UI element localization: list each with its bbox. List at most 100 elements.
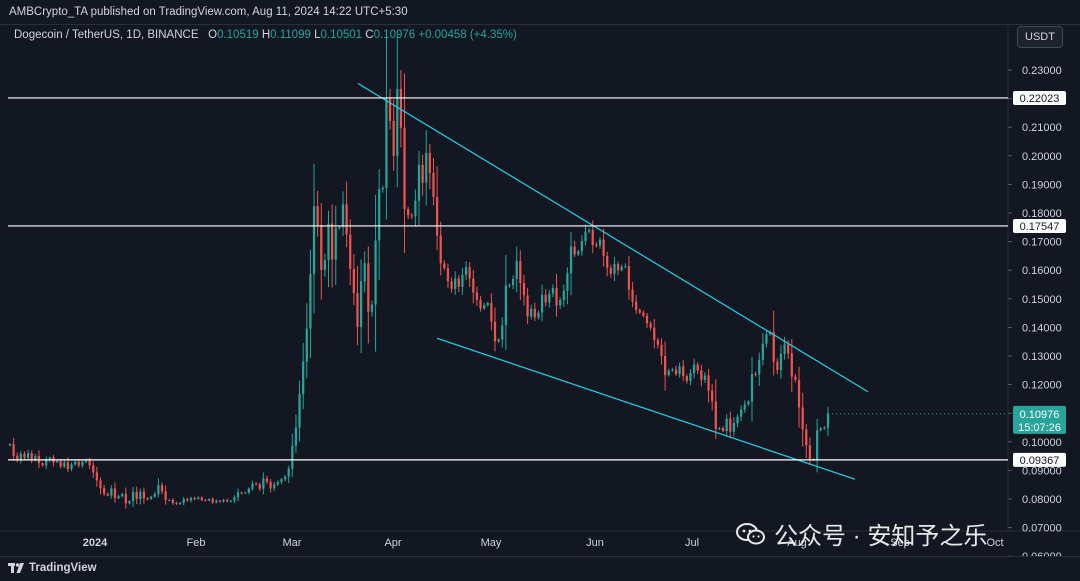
candle-body <box>45 460 48 466</box>
candle-body <box>226 499 229 502</box>
tradingview-logo[interactable]: TradingView <box>8 562 97 574</box>
candle-body <box>519 261 522 284</box>
candle-body <box>12 444 15 456</box>
candle-body <box>388 98 392 121</box>
currency-button[interactable]: USDT <box>1017 26 1063 48</box>
current-price-tag <box>1013 405 1066 434</box>
publisher-text: AMBCrypto_TA published on TradingView.co… <box>9 6 408 18</box>
candle-body <box>483 305 486 309</box>
candle-body <box>490 303 493 322</box>
candle-body <box>200 497 203 501</box>
candle-body <box>475 292 479 300</box>
candle-body <box>229 500 232 502</box>
candle-body <box>591 229 594 246</box>
candle-body <box>559 299 562 306</box>
candle-body <box>674 369 678 375</box>
candle-body <box>341 204 345 228</box>
candle-body <box>305 328 308 362</box>
level-price-label: 0.22023 <box>1020 93 1060 105</box>
candle-body <box>204 500 207 502</box>
candle-body <box>714 401 717 430</box>
candle-body <box>801 407 804 430</box>
candle-body <box>504 285 507 326</box>
candle-body <box>421 164 424 183</box>
price-tick-label: 0.08000 <box>1022 494 1062 506</box>
candle-body <box>703 375 707 380</box>
level-price-tag <box>1013 90 1066 105</box>
candle-body <box>222 499 225 502</box>
candle-body <box>732 423 736 432</box>
candle-body <box>410 215 413 217</box>
candle-body <box>99 480 102 489</box>
price-tick-label: 0.20000 <box>1022 151 1062 163</box>
time-tick-label: Mar <box>283 537 302 549</box>
time-tick-label: Aug <box>787 537 807 549</box>
candlestick-chart[interactable]: 0.230000.220000.210000.200000.190000.180… <box>0 24 1080 556</box>
candle-body <box>692 364 696 374</box>
price-tick-label: 0.23000 <box>1022 65 1062 77</box>
symbol-legend: Dogecoin / TetherUS, 1D, BINANCE O0.1051… <box>14 29 517 41</box>
candle-body <box>63 462 66 467</box>
candle-body <box>551 287 555 294</box>
candle-body <box>273 484 276 489</box>
candle-body <box>526 295 529 317</box>
candle-body <box>530 308 533 317</box>
ohlc-low-value: 0.10501 <box>320 29 363 41</box>
candle-body <box>157 485 160 494</box>
candle-body <box>776 361 779 371</box>
candle-body <box>233 497 236 501</box>
candle-body <box>642 312 645 316</box>
candle-body <box>671 369 674 371</box>
candle-body <box>55 461 59 463</box>
candle-body <box>186 499 189 501</box>
watermark-text: 公众号 · 安知予之乐 <box>774 523 988 550</box>
publisher-bar: AMBCrypto_TA published on TradingView.co… <box>0 0 1080 25</box>
candle-body <box>70 464 73 469</box>
candle-body <box>8 444 12 446</box>
candle-body <box>182 499 185 503</box>
candle-body <box>124 493 127 504</box>
candle-body <box>758 359 761 375</box>
candle-body <box>113 488 117 499</box>
candle-body <box>620 266 623 271</box>
candle-body <box>331 223 334 260</box>
candle-body <box>761 343 764 360</box>
ohlc-open-value: 0.10519 <box>217 29 259 41</box>
candle-body <box>472 278 475 293</box>
candle-body <box>349 234 352 270</box>
candle-body <box>595 245 598 247</box>
candle-body <box>287 468 290 477</box>
candle-body <box>823 427 826 429</box>
candle-body <box>493 321 497 342</box>
candle-body <box>707 375 710 391</box>
candle-body <box>428 152 431 173</box>
candle-body <box>244 492 247 494</box>
candle-body <box>48 457 51 461</box>
candle-body <box>616 263 620 271</box>
time-tick-label: Jul <box>685 537 699 549</box>
candle-body <box>240 492 243 494</box>
candle-body <box>312 206 316 274</box>
candle-body <box>783 344 786 354</box>
candle-body <box>562 290 565 300</box>
candle-body <box>486 303 489 306</box>
candle-body <box>508 285 511 287</box>
candle-body <box>435 196 439 236</box>
candle-body <box>747 401 750 405</box>
candle-body <box>131 491 135 502</box>
candle-body <box>352 269 355 294</box>
candle-body <box>81 461 84 466</box>
candle-body <box>258 484 261 489</box>
candle-body <box>392 120 395 156</box>
tradingview-brand: TradingView <box>29 562 97 574</box>
level-price-label: 0.09367 <box>1020 455 1060 467</box>
candle-body <box>280 479 283 483</box>
candle-body <box>370 304 374 312</box>
candle-body <box>678 366 681 375</box>
candle-body <box>515 261 518 280</box>
symbol-name[interactable]: Dogecoin / TetherUS, 1D, BINANCE <box>14 29 199 41</box>
candle-body <box>555 287 558 306</box>
candle-body <box>26 453 30 458</box>
candle-body <box>30 453 33 460</box>
candle-body <box>573 246 576 255</box>
